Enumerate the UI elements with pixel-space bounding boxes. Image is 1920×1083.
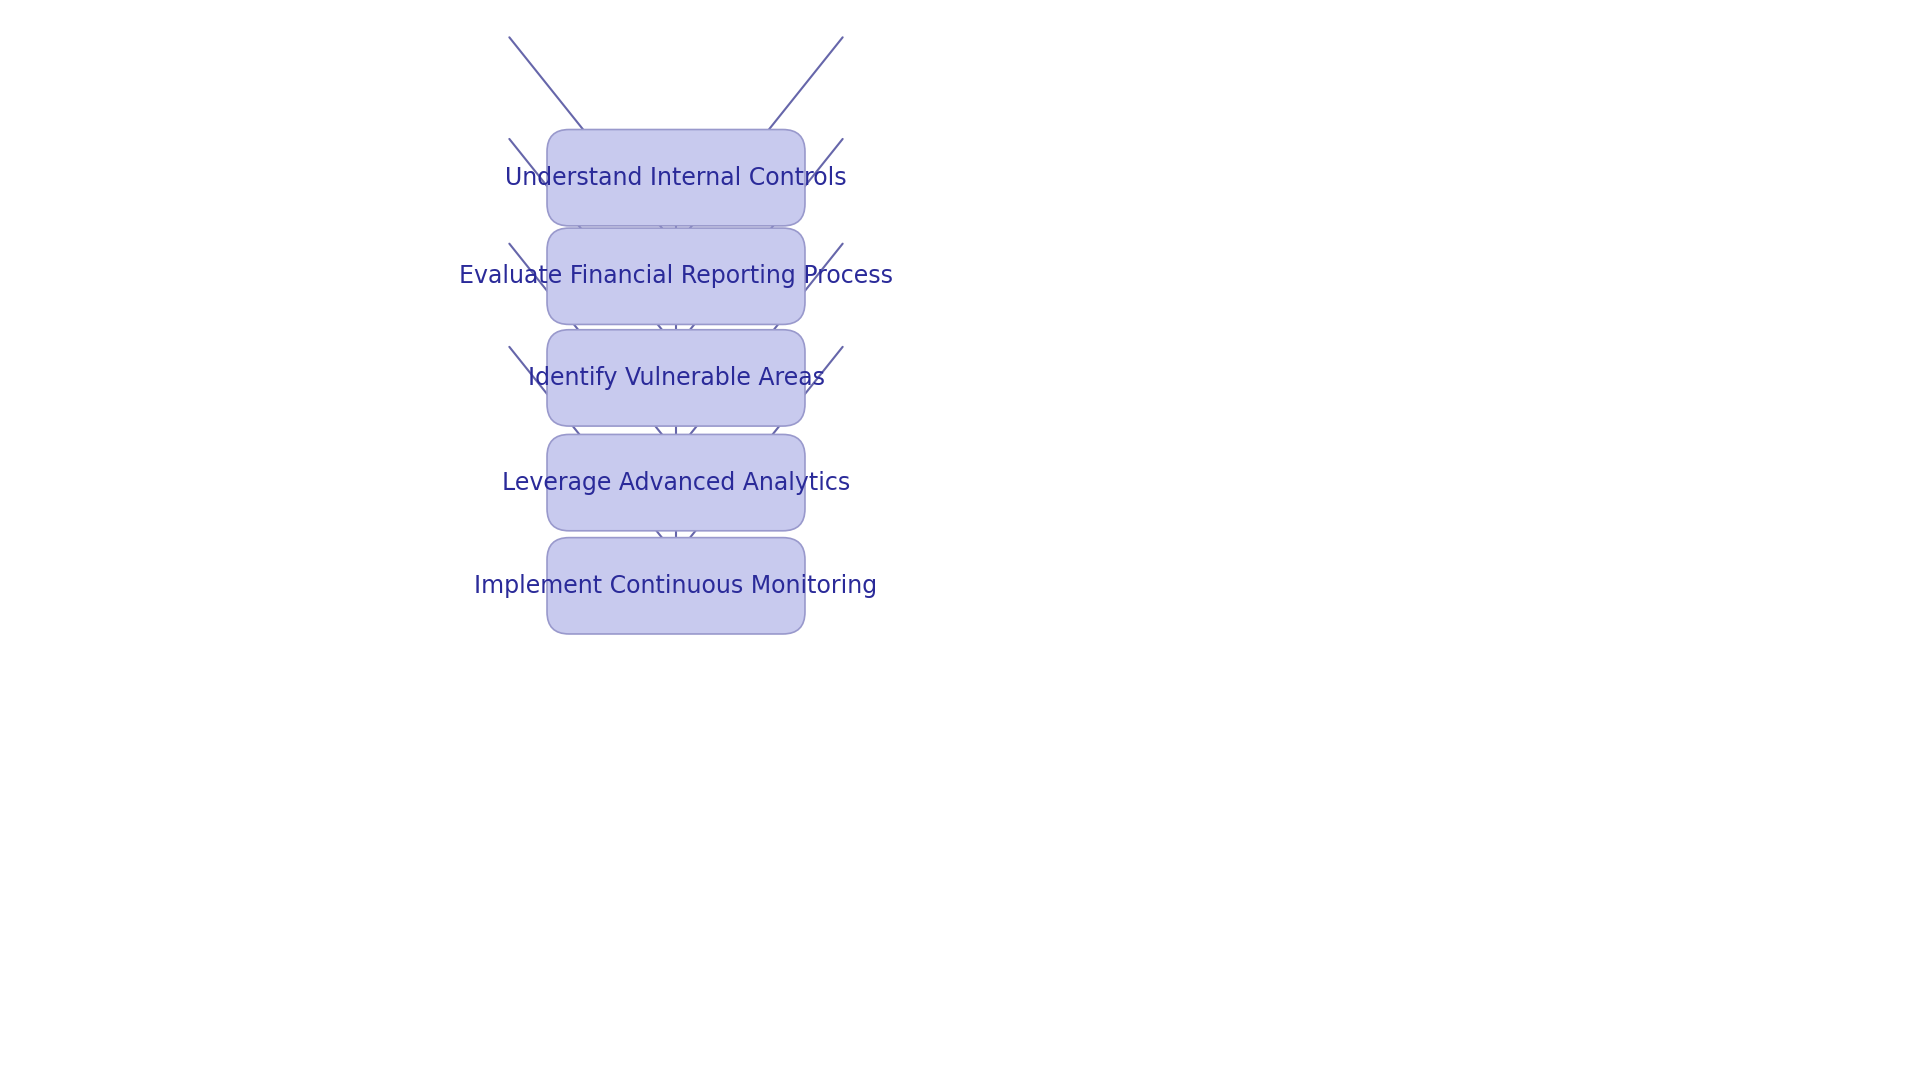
FancyBboxPatch shape [547, 537, 804, 634]
Text: Evaluate Financial Reporting Process: Evaluate Financial Reporting Process [459, 264, 893, 288]
Text: Leverage Advanced Analytics: Leverage Advanced Analytics [501, 471, 851, 495]
FancyBboxPatch shape [547, 434, 804, 531]
FancyBboxPatch shape [547, 329, 804, 426]
Text: Identify Vulnerable Areas: Identify Vulnerable Areas [528, 366, 824, 390]
Text: Implement Continuous Monitoring: Implement Continuous Monitoring [474, 574, 877, 598]
Text: Understand Internal Controls: Understand Internal Controls [505, 166, 847, 190]
FancyBboxPatch shape [547, 130, 804, 226]
FancyBboxPatch shape [547, 229, 804, 325]
